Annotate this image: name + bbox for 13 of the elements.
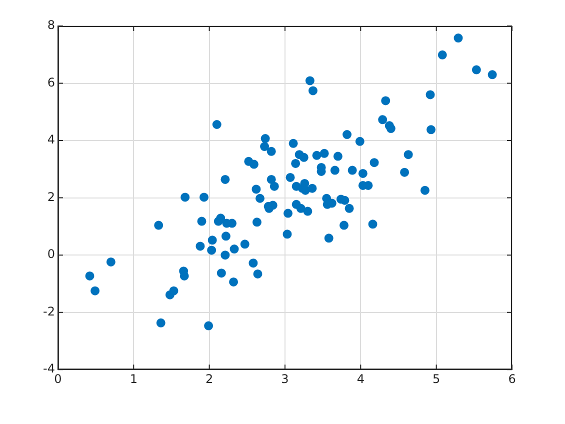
x-tick-label: 5 (432, 372, 440, 386)
x-tick-label: 6 (508, 372, 516, 386)
y-tick-label: 0 (47, 247, 55, 262)
x-tick-label: 4 (356, 372, 364, 386)
y-tick-label: 8 (47, 18, 55, 32)
x-tick-label: 2 (205, 372, 214, 386)
y-tick-label: 2 (47, 190, 55, 204)
y-tick-label: -2 (42, 304, 55, 318)
y-tick-label: 6 (47, 75, 55, 90)
y-tick-label: 4 (47, 132, 55, 147)
x-tick-label: 1 (130, 372, 138, 386)
x-tick-label: 3 (281, 372, 289, 386)
y-tick-label: -4 (42, 362, 55, 376)
